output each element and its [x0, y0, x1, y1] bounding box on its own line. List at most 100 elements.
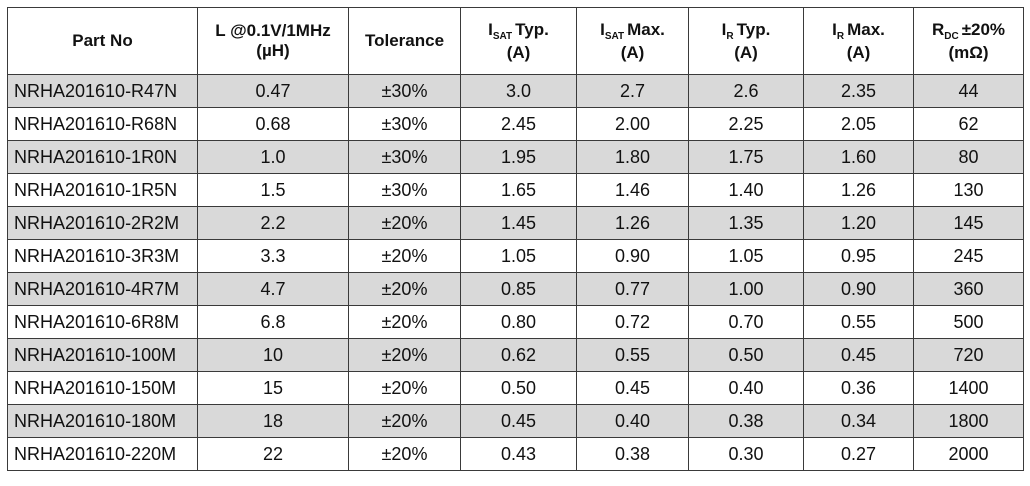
- value-cell: 500: [913, 305, 1024, 339]
- value-cell: 1.40: [688, 173, 804, 207]
- value-cell: 0.50: [460, 371, 577, 405]
- column-header-line1: IR Typ.: [690, 20, 803, 43]
- part-number-cell: NRHA201610-150M: [7, 371, 198, 405]
- value-cell: 2.6: [688, 74, 804, 108]
- table-row: NRHA201610-3R3M 3.3 ±20% 1.05 0.90 1.05 0.95 24…: [7, 239, 1024, 273]
- column-header-4: ISAT Max. (A): [576, 7, 689, 75]
- header-unit: (mΩ): [948, 42, 989, 62]
- value-cell: 80: [913, 140, 1024, 174]
- value-cell: ±20%: [348, 305, 461, 339]
- inductor-spec-table: Part No L @0.1V/1MHz (µH) Tolerance ISAT Typ.…: [7, 7, 1024, 471]
- value-cell: 2.7: [576, 74, 689, 108]
- value-cell: 0.30: [688, 437, 804, 471]
- value-cell: ±20%: [348, 206, 461, 240]
- value-cell: 0.90: [803, 272, 914, 306]
- value-cell: 0.38: [688, 404, 804, 438]
- part-number-cell: NRHA201610-1R0N: [7, 140, 198, 174]
- value-cell: 1.46: [576, 173, 689, 207]
- table-row: NRHA201610-180M 18 ±20% 0.45 0.40 0.38 0.34 180…: [7, 404, 1024, 438]
- value-cell: ±20%: [348, 239, 461, 273]
- header-qualifier: Max.: [627, 19, 665, 39]
- header-subscript: R: [726, 30, 734, 42]
- value-cell: 3.3: [197, 239, 349, 273]
- value-cell: 360: [913, 272, 1024, 306]
- value-cell: 0.77: [576, 272, 689, 306]
- table-body: NRHA201610-R47N 0.47 ±30% 3.0 2.7 2.6 2.35 44 NR…: [7, 74, 1024, 471]
- column-header-line1: L @0.1V/1MHz: [199, 21, 348, 41]
- column-header-2: Tolerance: [348, 7, 461, 75]
- value-cell: ±20%: [348, 371, 461, 405]
- value-cell: 0.55: [576, 338, 689, 372]
- header-symbol: I: [832, 19, 837, 39]
- value-cell: 2.45: [460, 107, 577, 141]
- header-subscript: DC: [944, 30, 959, 42]
- column-header-line1: ISAT Typ.: [462, 19, 576, 43]
- value-cell: 0.55: [803, 305, 914, 339]
- header-unit: (µH): [256, 41, 290, 60]
- value-cell: ±30%: [348, 107, 461, 141]
- value-cell: 245: [913, 239, 1024, 273]
- column-header-line1: IR Max.: [805, 19, 913, 43]
- value-cell: ±30%: [348, 74, 461, 108]
- table-row: NRHA201610-150M 15 ±20% 0.50 0.45 0.40 0.36 140…: [7, 371, 1024, 405]
- value-cell: 1.65: [460, 173, 577, 207]
- part-number-cell: NRHA201610-2R2M: [7, 206, 198, 240]
- header-symbol: Tolerance: [364, 31, 445, 50]
- column-header-3: ISAT Typ. (A): [460, 7, 577, 75]
- value-cell: 0.38: [576, 437, 689, 471]
- column-header-7: RDC ±20% (mΩ): [913, 7, 1024, 75]
- table-row: NRHA201610-100M 10 ±20% 0.62 0.55 0.50 0.45 720: [7, 338, 1024, 372]
- value-cell: 1.5: [197, 173, 349, 207]
- value-cell: 0.85: [460, 272, 577, 306]
- value-cell: 0.45: [576, 371, 689, 405]
- table-row: NRHA201610-1R5N 1.5 ±30% 1.65 1.46 1.40 1.26 13…: [7, 173, 1024, 207]
- header-symbol: Part No: [72, 31, 133, 50]
- table-row: NRHA201610-1R0N 1.0 ±30% 1.95 1.80 1.75 1.60 80: [7, 140, 1024, 174]
- value-cell: 18: [197, 404, 349, 438]
- value-cell: 0.34: [803, 404, 914, 438]
- header-qualifier: Typ.: [515, 19, 549, 39]
- column-header-line1: Part No: [9, 31, 197, 51]
- value-cell: 1.05: [688, 239, 804, 273]
- value-cell: 2000: [913, 437, 1024, 471]
- value-cell: 2.2: [197, 206, 349, 240]
- value-cell: 0.27: [803, 437, 914, 471]
- column-header-line1: ISAT Max.: [578, 19, 688, 43]
- part-number-cell: NRHA201610-4R7M: [7, 272, 198, 306]
- table-row: NRHA201610-220M 22 ±20% 0.43 0.38 0.30 0.27 200…: [7, 437, 1024, 471]
- value-cell: 2.35: [803, 74, 914, 108]
- part-number-cell: NRHA201610-100M: [7, 338, 198, 372]
- table-row: NRHA201610-R47N 0.47 ±30% 3.0 2.7 2.6 2.35 44: [7, 74, 1024, 108]
- value-cell: 1.00: [688, 272, 804, 306]
- value-cell: 1.35: [688, 206, 804, 240]
- table-row: NRHA201610-4R7M 4.7 ±20% 0.85 0.77 1.00 0.90 36…: [7, 272, 1024, 306]
- header-subscript: SAT: [492, 30, 513, 42]
- value-cell: 0.90: [576, 239, 689, 273]
- value-cell: ±20%: [348, 404, 461, 438]
- value-cell: 6.8: [197, 305, 349, 339]
- value-cell: 720: [913, 338, 1024, 372]
- header-qualifier: Max.: [847, 19, 885, 39]
- value-cell: 4.7: [197, 272, 349, 306]
- header-subscript: R: [836, 30, 845, 42]
- value-cell: 1.95: [460, 140, 577, 174]
- value-cell: 10: [197, 338, 349, 372]
- part-number-cell: NRHA201610-6R8M: [7, 305, 198, 339]
- header-unit: (A): [734, 42, 758, 62]
- value-cell: 22: [197, 437, 349, 471]
- part-number-cell: NRHA201610-R47N: [7, 74, 198, 108]
- header-symbol: I: [600, 19, 605, 39]
- value-cell: 0.62: [460, 338, 577, 372]
- value-cell: ±20%: [348, 272, 461, 306]
- header-subscript: SAT: [604, 30, 625, 42]
- value-cell: 130: [913, 173, 1024, 207]
- value-cell: 1800: [913, 404, 1024, 438]
- value-cell: 0.95: [803, 239, 914, 273]
- value-cell: 3.0: [460, 74, 577, 108]
- value-cell: 0.40: [576, 404, 689, 438]
- part-number-cell: NRHA201610-180M: [7, 404, 198, 438]
- value-cell: ±20%: [348, 338, 461, 372]
- header-unit: (A): [506, 42, 531, 62]
- value-cell: ±20%: [348, 437, 461, 471]
- value-cell: 15: [197, 371, 349, 405]
